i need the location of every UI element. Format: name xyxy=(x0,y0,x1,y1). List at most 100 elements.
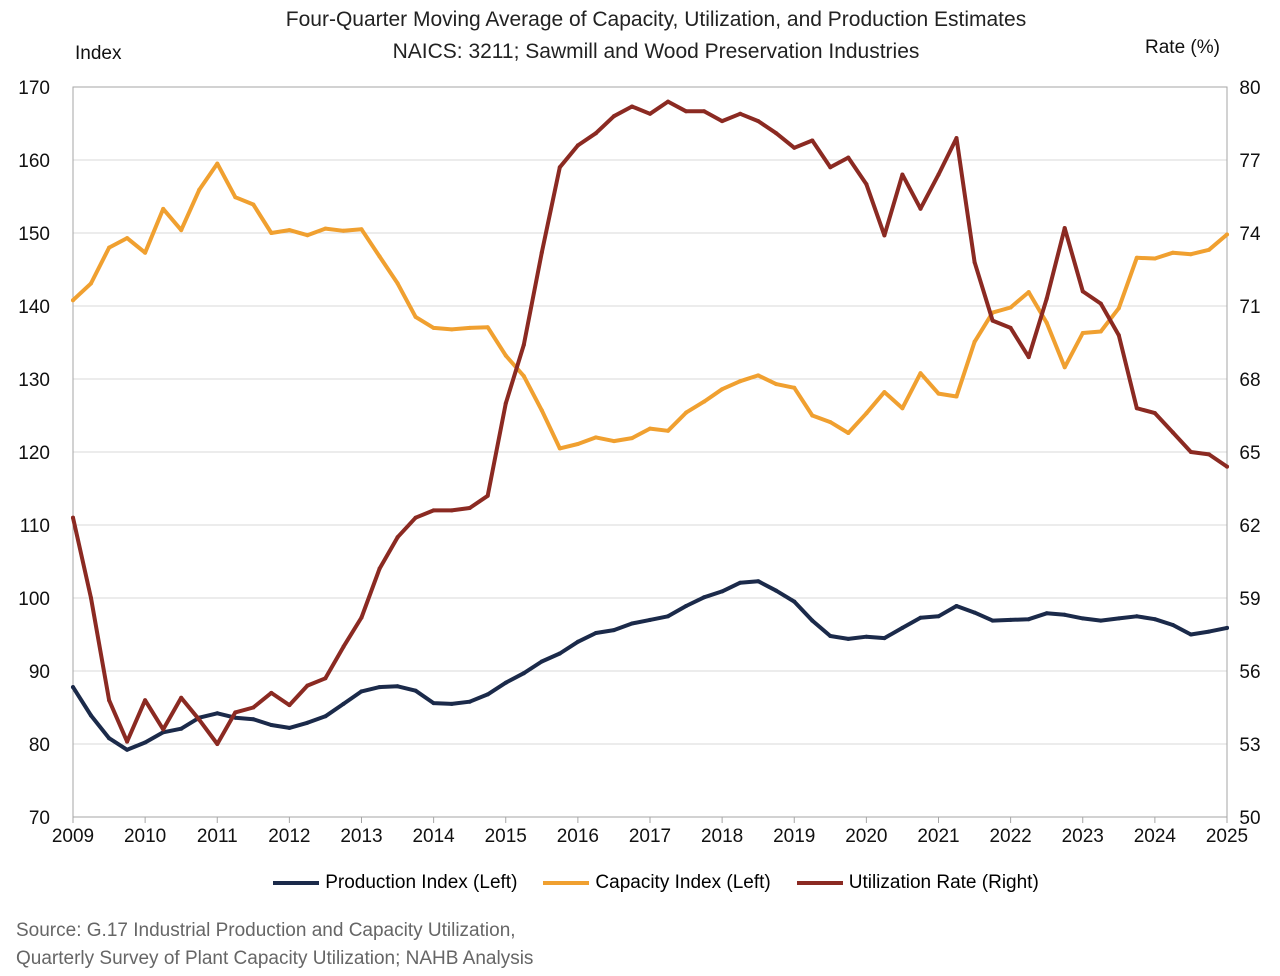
data-point-utilization xyxy=(359,615,364,620)
data-point-utilization xyxy=(521,342,526,347)
data-point-utilization xyxy=(197,717,202,722)
data-point-production xyxy=(846,636,851,641)
data-point-capacity xyxy=(125,236,130,241)
data-point-capacity xyxy=(1134,255,1139,260)
data-point-production xyxy=(954,604,959,608)
data-point-capacity xyxy=(774,382,779,387)
data-point-utilization xyxy=(972,260,977,265)
data-point-production xyxy=(1080,616,1085,621)
series-production xyxy=(71,579,1229,752)
data-point-utilization xyxy=(233,710,238,715)
data-point-utilization xyxy=(900,172,905,177)
data-point-utilization xyxy=(557,165,562,170)
data-point-production xyxy=(828,634,833,638)
left-tick-label: 170 xyxy=(18,78,50,99)
data-point-production xyxy=(1116,616,1121,621)
data-point-production xyxy=(864,634,869,639)
data-point-production xyxy=(485,692,490,697)
data-point-capacity xyxy=(305,233,310,238)
data-point-capacity xyxy=(666,428,670,433)
data-point-production xyxy=(648,617,652,622)
right-tick-label: 53 xyxy=(1239,735,1260,756)
data-point-capacity xyxy=(1062,365,1067,370)
data-point-capacity xyxy=(611,439,616,444)
x-tick-label: 2018 xyxy=(701,826,743,847)
chart-subtitle: NAICS: 3211; Sawmill and Wood Preservati… xyxy=(392,40,920,63)
data-point-capacity xyxy=(539,408,544,413)
series-utilization xyxy=(71,99,1229,746)
series-lines xyxy=(71,99,1229,752)
data-point-production xyxy=(738,580,743,585)
x-tick-label: 2019 xyxy=(773,826,815,847)
data-point-production xyxy=(179,726,184,731)
data-point-utilization xyxy=(720,119,725,124)
data-point-production xyxy=(611,628,616,633)
x-tick-label: 2011 xyxy=(197,826,238,847)
data-point-production xyxy=(1170,623,1175,627)
data-point-capacity xyxy=(918,371,923,376)
data-point-utilization xyxy=(810,138,815,143)
data-point-capacity xyxy=(954,394,959,399)
data-point-production xyxy=(720,589,725,594)
data-point-capacity xyxy=(413,314,418,319)
series-line-utilization xyxy=(71,99,1229,746)
data-point-production xyxy=(936,614,941,619)
data-point-utilization xyxy=(1116,333,1121,338)
data-point-production xyxy=(1008,617,1013,622)
data-point-utilization xyxy=(107,698,112,703)
data-point-capacity xyxy=(107,245,112,250)
left-axis-title: Index xyxy=(75,43,122,64)
data-point-utilization xyxy=(1062,226,1067,231)
data-point-capacity xyxy=(882,390,887,395)
legend-item-utilization: Utilization Rate (Right) xyxy=(796,872,1039,894)
data-point-utilization xyxy=(738,111,743,116)
data-point-production xyxy=(1225,625,1229,630)
x-tick-label: 2015 xyxy=(485,826,527,847)
data-point-utilization xyxy=(756,119,761,124)
data-point-production xyxy=(377,685,382,690)
data-point-production xyxy=(1134,614,1139,619)
data-point-capacity xyxy=(1116,306,1121,311)
data-point-capacity xyxy=(810,413,815,418)
right-tick-label: 71 xyxy=(1239,297,1260,318)
x-tick-label: 2014 xyxy=(412,826,455,847)
data-point-utilization xyxy=(1207,452,1211,457)
data-point-utilization xyxy=(774,131,779,136)
data-point-production xyxy=(71,685,75,690)
data-point-production xyxy=(431,701,436,706)
data-point-utilization xyxy=(990,318,995,323)
data-point-utilization xyxy=(1008,325,1013,330)
data-point-capacity xyxy=(702,399,707,404)
left-tick-label: 160 xyxy=(18,151,50,172)
data-point-production xyxy=(630,621,634,626)
data-point-utilization xyxy=(882,233,887,238)
data-point-production xyxy=(467,699,472,704)
legend-label-capacity: Capacity Index (Left) xyxy=(595,872,771,893)
left-tick-label: 130 xyxy=(18,370,50,391)
right-axis-title: Rate (%) xyxy=(1145,37,1220,58)
data-point-production xyxy=(341,701,346,706)
data-point-capacity xyxy=(269,231,274,235)
right-tick-label: 65 xyxy=(1239,443,1260,464)
data-point-production xyxy=(449,701,454,706)
data-point-utilization xyxy=(684,109,689,114)
data-point-capacity xyxy=(936,391,941,396)
data-point-capacity xyxy=(846,431,851,435)
data-point-utilization xyxy=(125,739,130,744)
data-point-utilization xyxy=(485,493,490,498)
legend-label-utilization: Utilization Rate (Right) xyxy=(848,872,1039,893)
legend-item-production: Production Index (Left) xyxy=(273,872,517,894)
right-tick-label: 68 xyxy=(1239,370,1260,391)
right-tick-label: 50 xyxy=(1239,808,1260,829)
right-tick-label: 74 xyxy=(1239,224,1261,245)
data-point-utilization xyxy=(1026,355,1031,360)
data-point-production xyxy=(900,625,905,630)
data-point-capacity xyxy=(341,228,346,233)
data-point-utilization xyxy=(1188,450,1193,454)
data-point-production xyxy=(359,689,364,694)
data-point-utilization xyxy=(341,644,346,649)
data-point-utilization xyxy=(395,535,400,540)
data-point-utilization xyxy=(1170,430,1175,435)
data-point-capacity xyxy=(251,202,256,207)
source-note-line-1: Source: G.17 Industrial Production and C… xyxy=(16,920,516,941)
